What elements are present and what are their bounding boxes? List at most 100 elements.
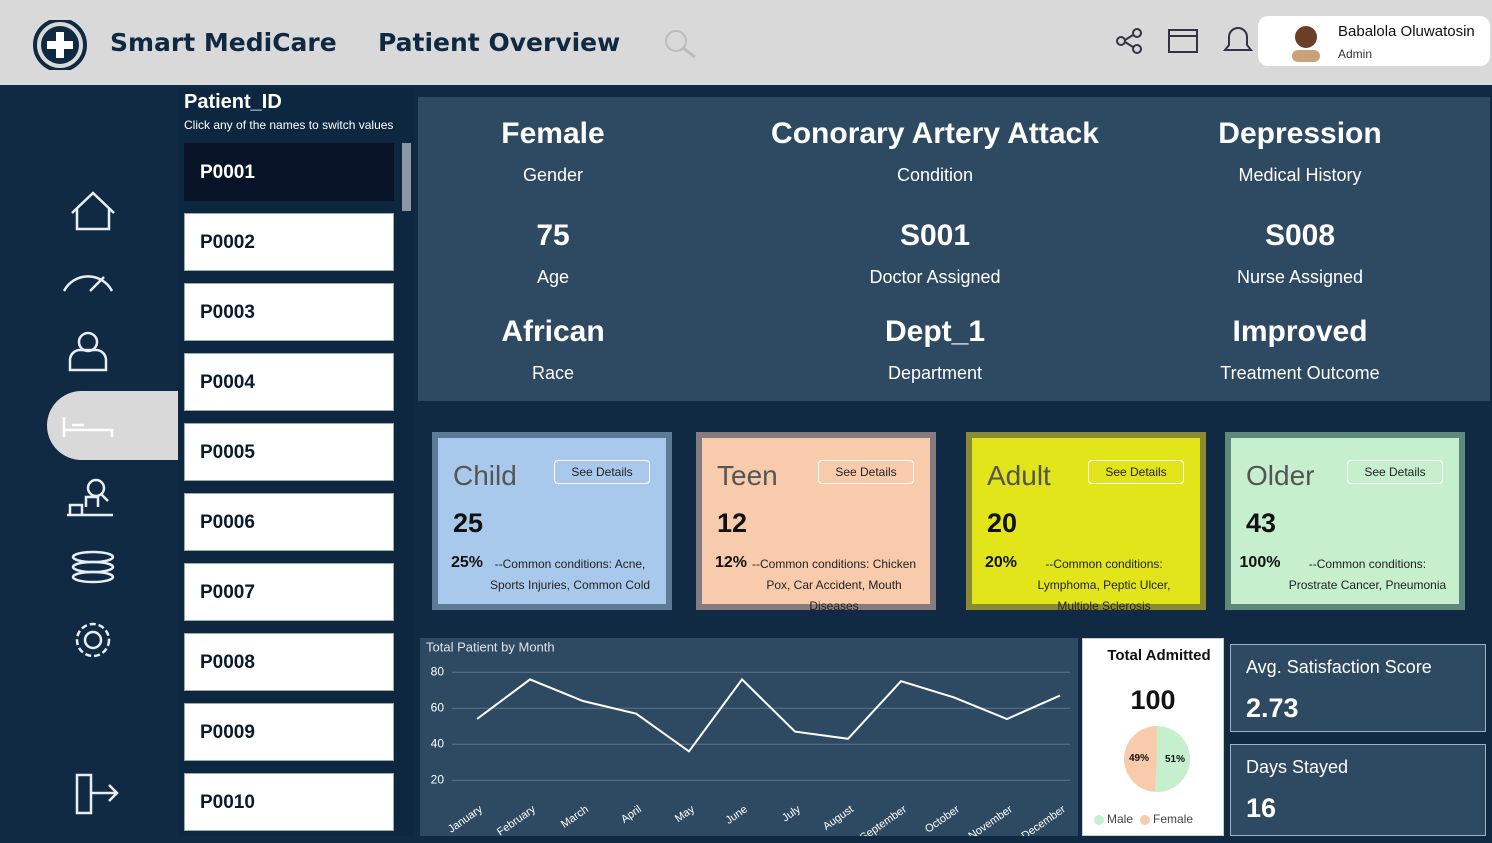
x-tick-label: January (446, 803, 485, 836)
patient-item[interactable]: P0002 (184, 213, 394, 271)
y-tick-label: 80 (431, 664, 445, 678)
patient-item[interactable]: P0004 (184, 353, 394, 411)
legend-swatch (1140, 815, 1150, 825)
app-title: Smart MediCare (110, 28, 337, 57)
header-icons[interactable] (1115, 26, 1255, 58)
sidebar (0, 85, 178, 836)
list-title: Patient_ID (184, 91, 282, 113)
kpi-label: Days Stayed (1246, 757, 1349, 777)
see-details[interactable]: See Details (818, 460, 914, 484)
x-tick-label: July (780, 803, 803, 824)
age-conditions: --Common conditions: Acne, Sports Injuri… (489, 557, 651, 592)
age-name: Older (1246, 460, 1315, 491)
patient-item[interactable]: P0008 (184, 633, 394, 691)
user-role: Admin (1338, 47, 1373, 61)
kpi-label: Avg. Satisfaction Score (1246, 657, 1432, 677)
scrollbar[interactable] (402, 143, 411, 211)
age-name: Child (453, 460, 517, 491)
detail-label: Gender (522, 165, 584, 185)
line (476, 677, 1061, 753)
detail-label: Treatment Outcome (1220, 363, 1380, 383)
detail-value: 75 (536, 219, 570, 252)
search-icon[interactable] (660, 28, 700, 60)
age-info: 12% --Common conditions: Chicken Pox, Car… (704, 554, 928, 617)
age-count: 25 (453, 508, 484, 538)
kpi-value: 2.73 (1246, 693, 1299, 723)
x-tick-label: August (821, 803, 856, 832)
user-name: Babalola Oluwatosin (1338, 23, 1475, 40)
legend-label: Female (1153, 812, 1193, 826)
list-subtitle: Click any of the names to switch values (184, 118, 394, 132)
user-card[interactable]: Babalola Oluwatosin Admin (1258, 16, 1490, 66)
age-percent: 100% (1239, 554, 1281, 571)
patient-list: Patient_ID Click any of the names to swi… (178, 88, 414, 836)
pie-label: 51% (1165, 754, 1185, 765)
age-info: 100% --Common conditions: Prostrate Cance… (1233, 554, 1457, 596)
y-tick-label: 40 (431, 736, 445, 750)
logo (33, 20, 87, 70)
see-details[interactable]: See Details (1088, 460, 1184, 484)
patient-item[interactable]: P0007 (184, 563, 394, 621)
see-details[interactable]: See Details (554, 460, 650, 484)
detail-label: Medical History (1238, 165, 1362, 185)
kpi-card: Days Stayed 16 (1230, 744, 1486, 836)
detail-label: Nurse Assigned (1236, 267, 1364, 287)
detail-value: Depression (1218, 117, 1382, 150)
detail-value: Dept_1 (884, 315, 986, 348)
detail-value: Female (501, 117, 605, 150)
pie-slice (1124, 726, 1157, 792)
pie-slice (1154, 726, 1191, 792)
detail-value: Conorary Artery Attack (771, 117, 1099, 150)
x-tick-label: September (858, 803, 909, 836)
x-tick-label: March (559, 803, 591, 830)
age-conditions: --Common conditions: Chicken Pox, Car Ac… (751, 557, 917, 613)
age-card: Adult See Details 20 20% --Common conditions… (966, 432, 1206, 613)
detail-value: S008 (1264, 219, 1336, 252)
detail-label: Condition (896, 165, 974, 185)
kpi-value: 16 (1246, 793, 1277, 823)
patient-item[interactable]: P0009 (184, 703, 394, 761)
x-tick-label: May (673, 803, 697, 825)
age-conditions: --Common conditions: Lymphoma, Peptic Ul… (1037, 557, 1171, 613)
nav-icons[interactable] (0, 85, 178, 836)
legend-label: Male (1107, 812, 1133, 826)
patient-item[interactable]: P0003 (184, 283, 394, 341)
avatar (1292, 26, 1320, 62)
x-tick-label: February (495, 803, 538, 836)
pie-title: Total Admitted (1107, 647, 1210, 664)
y-tick-label: 60 (431, 700, 445, 714)
detail-label: Department (887, 363, 983, 383)
patient-item[interactable]: P0010 (184, 773, 394, 831)
age-conditions: --Common conditions: Prostrate Cancer, P… (1288, 557, 1447, 592)
top-bar: Smart MediCare Patient Overview Babalola… (0, 0, 1492, 85)
age-percent: 20% (984, 554, 1018, 571)
legend-swatch (1094, 815, 1104, 825)
detail-value: Improved (1232, 315, 1368, 348)
age-percent: 25% (450, 554, 484, 571)
active-nav[interactable] (47, 391, 178, 460)
detail-label: Age (536, 267, 570, 287)
age-card: Older See Details 43 100% --Common condition… (1225, 432, 1465, 610)
detail-label: Race (531, 363, 575, 383)
age-info: 25% --Common conditions: Acne, Sports Inj… (440, 554, 664, 596)
age-card: Teen See Details 12 12% --Common conditions:… (696, 432, 936, 613)
x-tick-label: October (923, 803, 962, 835)
patient-items: P0001 P0002 P0003 P0004 P0005 P0006 P0007 P0008… (178, 143, 402, 843)
age-count: 20 (987, 508, 1018, 538)
total-admitted: 100 (1130, 685, 1175, 715)
patient-item[interactable]: P0001 (184, 143, 394, 201)
age-count: 12 (717, 508, 748, 538)
age-percent: 12% (714, 554, 748, 571)
patient-details: Female Gender Conorary Artery Attack Condit… (418, 97, 1490, 401)
x-tick-label: November (966, 803, 1015, 836)
see-details[interactable]: See Details (1347, 460, 1443, 484)
y-tick-label: 20 (431, 772, 445, 786)
patient-item[interactable]: P0006 (184, 493, 394, 551)
page-title: Patient Overview (378, 28, 621, 57)
age-name: Adult (987, 460, 1051, 491)
age-card: Child See Details 25 25% --Common conditions… (432, 432, 672, 610)
age-count: 43 (1246, 508, 1277, 538)
age-info: 20% --Common conditions: Lymphoma, Peptic… (974, 554, 1198, 617)
patient-item[interactable]: P0005 (184, 423, 394, 481)
